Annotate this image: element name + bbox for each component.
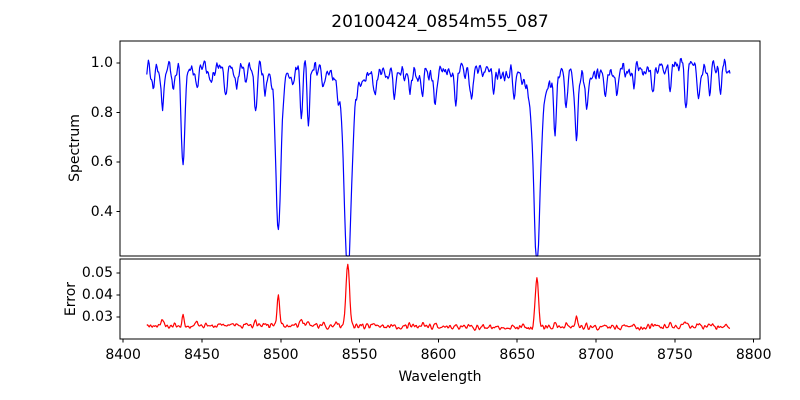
error-y-tick-label: 0.04: [81, 287, 113, 304]
chart-title: 20100424_0854m55_087: [331, 12, 549, 32]
x-tick-label: 8800: [735, 347, 772, 363]
x-tick-label: 8750: [657, 347, 693, 363]
spectrum-panel-frame: [119, 40, 761, 257]
spectrum-y-tick-label: 0.6: [90, 154, 113, 171]
error-y-tick-label: 0.03: [81, 309, 113, 326]
error-line: [146, 263, 731, 331]
error-y-tick-label: 0.05: [81, 265, 113, 282]
x-tick-label: 8700: [578, 347, 614, 363]
x-tick-label: 8400: [105, 347, 141, 363]
spectrum-y-tick-label: 1.0: [90, 55, 113, 72]
spectrum-y-axis-label: Spectrum: [67, 114, 83, 182]
x-tick-label: 8450: [184, 347, 220, 363]
x-axis-label: Wavelength: [398, 369, 482, 385]
spectrum-y-tick-label: 0.8: [90, 104, 113, 121]
x-tick-label: 8500: [262, 347, 299, 363]
x-tick-label: 8650: [499, 347, 536, 363]
error-panel-frame: [119, 258, 761, 340]
x-tick-label: 8550: [341, 347, 378, 363]
spectrum-y-tick-label: 0.4: [90, 203, 113, 220]
spectrum-line: [146, 57, 731, 257]
x-tick-label: 8600: [420, 347, 457, 363]
